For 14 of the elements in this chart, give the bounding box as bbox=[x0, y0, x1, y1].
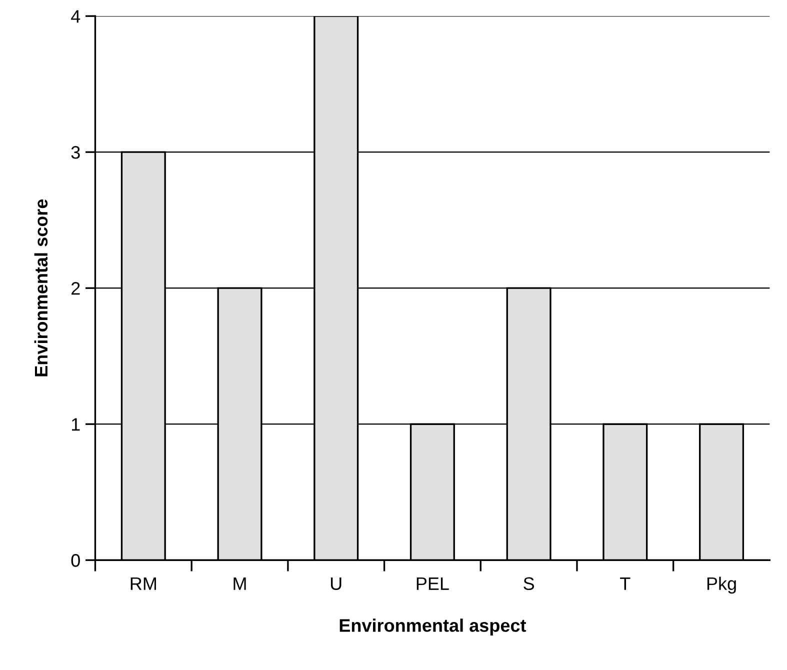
x-axis-title: Environmental aspect bbox=[340, 618, 526, 636]
x-tick-label: T bbox=[620, 577, 630, 590]
x-tick-label: S bbox=[524, 577, 534, 590]
y-tick-label: 1 bbox=[72, 418, 80, 431]
y-tick-label: 3 bbox=[71, 146, 80, 159]
y-tick-label: 0 bbox=[71, 554, 80, 567]
y-tick-label: 2 bbox=[72, 282, 80, 295]
y-axis-title: Environmental score bbox=[34, 199, 48, 376]
x-tick-label: Pkg bbox=[707, 576, 736, 594]
y-tick-label: 4 bbox=[71, 10, 80, 23]
x-tick-label: PEL bbox=[416, 577, 449, 590]
x-tick-label: RM bbox=[130, 577, 156, 590]
x-tick-label: M bbox=[234, 577, 246, 590]
x-tick-label: U bbox=[330, 577, 342, 590]
